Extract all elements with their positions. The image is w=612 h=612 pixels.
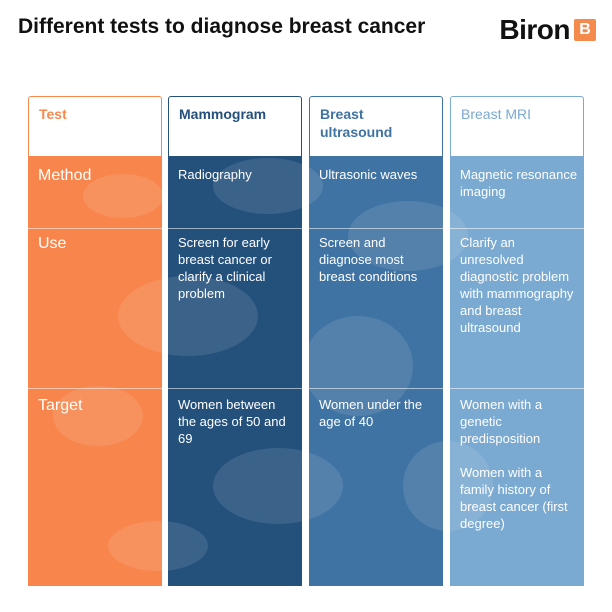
- cell-target-mri-genetic: Women with a genetic predisposition: [460, 397, 543, 446]
- row-label-method: Method: [38, 167, 92, 184]
- header-breast-ultrasound: Breast ultrasound: [309, 96, 443, 156]
- column-breast-mri: Breast MRI Magnetic resonance imaging Cl…: [450, 96, 584, 586]
- column-breast-ultrasound: Breast ultrasound Ultrasonic waves Scree…: [309, 96, 443, 586]
- column-breast-mri-body: Magnetic resonance imaging Clarify an un…: [450, 156, 584, 586]
- logo-wordmark: Biron: [499, 14, 570, 45]
- cell-target-mammogram: Women between the ages of 50 and 69: [178, 397, 286, 446]
- cell-use-ultrasound: Screen and diagnose most breast conditio…: [319, 235, 418, 284]
- label-column: Test Method Use Target: [28, 96, 162, 586]
- page-title: Different tests to diagnose breast cance…: [18, 15, 426, 38]
- header-mammogram: Mammogram: [168, 96, 302, 156]
- row-label-target: Target: [38, 397, 83, 414]
- cell-method-mri: Magnetic resonance imaging: [460, 167, 578, 199]
- cell-method-ultrasound: Ultrasonic waves: [319, 167, 418, 182]
- column-mammogram: Mammogram Radiography Screen for early b…: [168, 96, 302, 586]
- row-divider: [309, 228, 443, 229]
- cell-use-mammogram: Screen for early breast cancer or clarif…: [178, 235, 272, 301]
- row-divider: [309, 388, 443, 389]
- row-divider: [28, 388, 162, 389]
- cell-use-mri: Clarify an unresolved diagnostic problem…: [460, 235, 574, 335]
- biron-logo-icon: Biron B: [499, 14, 596, 46]
- row-divider: [28, 228, 162, 229]
- cell-target-ultrasound: Women under the age of 40: [319, 397, 423, 429]
- cell-method-mammogram: Radiography: [178, 167, 252, 182]
- header-breast-mri: Breast MRI: [450, 96, 584, 156]
- label-column-body: Method Use Target: [28, 156, 162, 586]
- row-label-use: Use: [38, 235, 67, 252]
- cell-target-mri-family: Women with a family history of breast ca…: [460, 465, 568, 531]
- row-divider: [168, 228, 302, 229]
- logo-badge: B: [574, 19, 596, 41]
- header-test-label: Test: [28, 96, 162, 156]
- row-divider: [450, 228, 584, 229]
- column-mammogram-body: Radiography Screen for early breast canc…: [168, 156, 302, 586]
- row-divider: [168, 388, 302, 389]
- row-divider: [450, 388, 584, 389]
- column-breast-ultrasound-body: Ultrasonic waves Screen and diagnose mos…: [309, 156, 443, 586]
